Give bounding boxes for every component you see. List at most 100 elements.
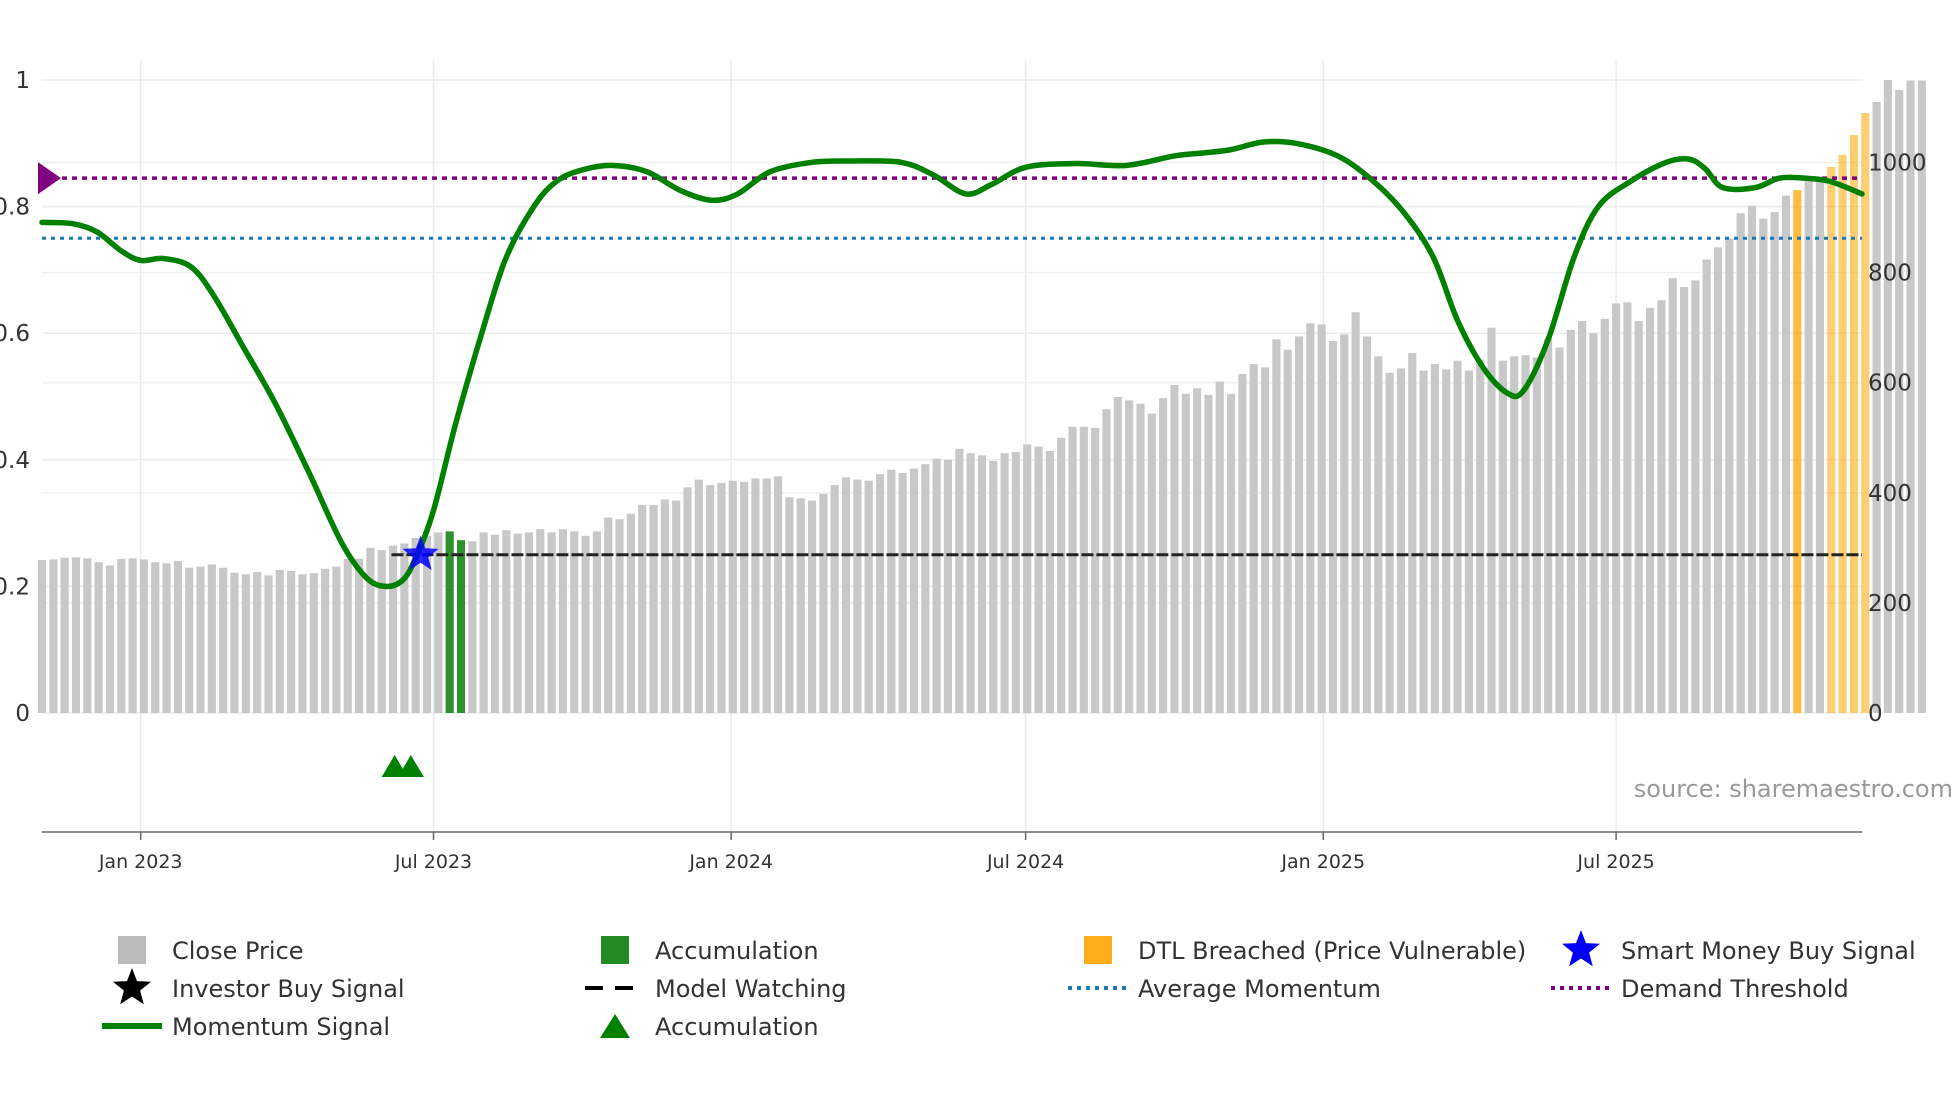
price-bar: [1725, 238, 1734, 714]
left-tick-label: 0.2: [0, 574, 30, 600]
legend-item-accumulation: Accumulation: [601, 936, 819, 965]
price-bar: [185, 567, 194, 713]
price-bar: [377, 550, 386, 713]
price-bar: [841, 477, 851, 713]
source-label: source: sharemaestro.com: [1634, 775, 1953, 803]
legend-item-momentum-signal: Momentum Signal: [102, 1013, 390, 1041]
price-bar: [321, 568, 330, 713]
price-bar: [411, 537, 420, 713]
legend-item-smart-money-buy-signal: Smart Money Buy Signal: [1562, 930, 1916, 967]
x-tick-label: Jul 2024: [986, 851, 1064, 873]
bar-dtl-breached-price-vulnerable: [1861, 113, 1870, 714]
price-bar: [196, 566, 205, 713]
price-bar: [49, 559, 58, 713]
price-bar: [1770, 212, 1779, 713]
price-bar: [1612, 303, 1621, 713]
price-bar: [1011, 452, 1020, 713]
price-bar: [37, 559, 47, 713]
price-bar: [1589, 333, 1598, 713]
legend-swatch: [601, 936, 629, 964]
legend-item-model-watching: Model Watching: [585, 975, 847, 1003]
price-bar: [1385, 372, 1394, 713]
price-bar: [966, 453, 975, 713]
price-bar: [1249, 364, 1258, 713]
price-bar: [955, 448, 964, 713]
price-bar: [1215, 381, 1224, 713]
price-bar: [128, 558, 137, 713]
price-bar: [388, 545, 398, 713]
price-bar: [1260, 367, 1270, 713]
price-bar: [1804, 181, 1813, 713]
price-bar: [740, 481, 749, 713]
price-bar: [1193, 388, 1202, 713]
legend-swatch: [118, 936, 146, 964]
price-bar: [785, 497, 794, 713]
price-bar: [909, 468, 919, 713]
price-bar: [989, 460, 998, 713]
price-bar: [796, 498, 805, 713]
momentum-series: [39, 138, 1865, 590]
price-bar: [932, 458, 941, 713]
bar-dtl-breached-price-vulnerable: [1849, 135, 1858, 714]
price-bar: [1170, 384, 1179, 713]
price-bar: [1883, 80, 1892, 713]
price-bar: [864, 480, 873, 713]
price-bar: [1419, 370, 1428, 713]
axes: 0 0.2 0.4 0.6 0.8 1 0 200 400 600 800 1000 Jan 2023 J…: [0, 68, 1927, 873]
price-bar: [71, 557, 81, 713]
legend-item-average-momentum: Average Momentum: [1068, 975, 1381, 1003]
price-bar: [1238, 373, 1247, 713]
price-bar: [207, 564, 216, 713]
price-bar: [819, 493, 828, 713]
price-bar: [1362, 336, 1372, 713]
legend-label: Smart Money Buy Signal: [1621, 937, 1916, 965]
price-bar: [547, 532, 556, 713]
price-bar: [638, 504, 647, 713]
price-bar: [649, 504, 658, 713]
price-bar: [1895, 89, 1904, 713]
price-bar: [683, 487, 692, 713]
price-bar: [513, 533, 522, 713]
price-bar: [1634, 321, 1643, 713]
price-bar: [343, 558, 352, 713]
price-bar: [921, 464, 930, 713]
left-tick-label: 0.6: [0, 321, 30, 347]
legend-item-dtl-breached-price-vulnerable: DTL Breached (Price Vulnerable): [1084, 936, 1526, 965]
price-bar: [604, 517, 613, 713]
right-tick-label: 200: [1868, 591, 1912, 617]
price-bar: [1668, 278, 1677, 713]
price-bar: [1736, 213, 1745, 714]
price-bar: [151, 562, 160, 713]
price-bar: [717, 482, 726, 713]
price-bar: [1272, 339, 1281, 713]
price-bar: [490, 534, 500, 713]
price-bar: [60, 557, 69, 713]
legend-triangle-icon: [600, 1014, 630, 1038]
left-tick-label: 0.8: [0, 195, 30, 221]
price-bars: [37, 80, 1926, 714]
demand-threshold-marker: [38, 162, 61, 195]
price-bar: [1781, 195, 1791, 713]
legend-star-icon: [1562, 930, 1600, 967]
price-bar: [1815, 177, 1825, 713]
legend-label: Model Watching: [655, 975, 847, 1003]
price-bar: [105, 565, 115, 713]
price-bar: [751, 478, 760, 713]
legend-label: Close Price: [172, 937, 304, 965]
price-bar: [468, 541, 477, 713]
x-tick-label: Jul 2023: [394, 851, 472, 873]
price-bar: [1600, 318, 1609, 713]
price-bar: [253, 572, 262, 713]
price-bar: [1340, 334, 1349, 713]
price-bar: [1679, 286, 1689, 713]
price-bar: [1000, 453, 1009, 713]
price-bar: [615, 519, 624, 713]
price-bar: [1645, 307, 1655, 713]
price-bar: [1555, 347, 1564, 713]
price-bar: [1034, 446, 1043, 713]
x-tick-label: Jul 2025: [1576, 851, 1654, 873]
price-bar: [694, 479, 703, 713]
price-bar: [581, 535, 590, 713]
price-bar: [502, 530, 511, 713]
